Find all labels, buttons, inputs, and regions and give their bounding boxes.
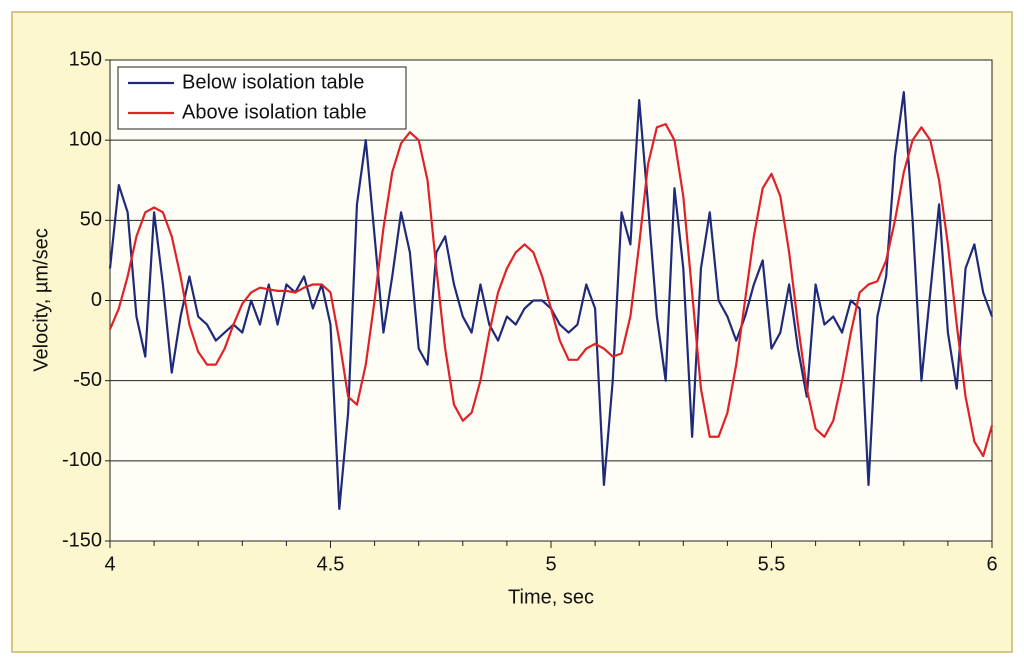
legend-label: Above isolation table <box>182 101 367 123</box>
x-tick-label: 4 <box>104 553 115 575</box>
x-tick-label: 5.5 <box>758 553 786 575</box>
y-tick-label: 100 <box>69 128 102 150</box>
y-axis-label: Velocity, µm/sec <box>30 228 52 371</box>
x-tick-label: 6 <box>986 553 997 575</box>
line-series <box>108 123 994 458</box>
x-tick-label: 4.5 <box>317 553 345 575</box>
y-tick-label: 50 <box>80 209 102 231</box>
x-tick-label: 5 <box>545 553 556 575</box>
y-tick-label: 0 <box>91 289 102 311</box>
legend-box <box>117 66 407 130</box>
y-tick-label: -150 <box>62 529 102 551</box>
y-tick-label: 150 <box>69 48 102 70</box>
y-tick-label: -50 <box>73 369 102 391</box>
legend-label: Below isolation table <box>182 71 364 93</box>
y-tick-label: -100 <box>62 449 102 471</box>
x-axis-label: Time, sec <box>508 586 594 608</box>
